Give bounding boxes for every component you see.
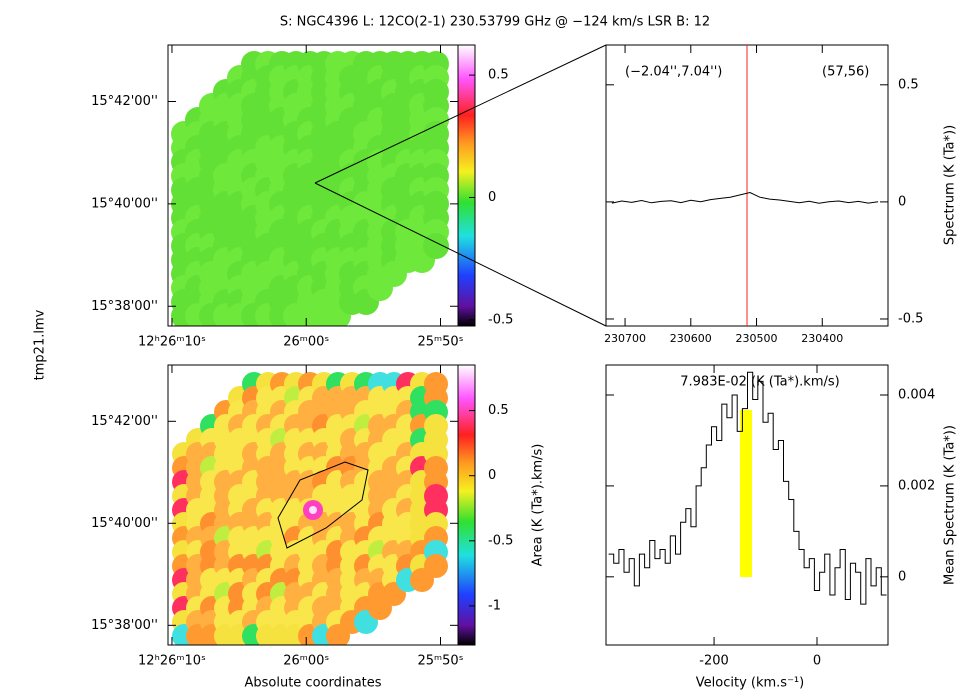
spectrum-line [608,371,887,605]
x-tick-label: 230400 [801,332,843,345]
x-tick-label: 230700 [604,332,646,345]
x-tick-label: 0 [813,654,821,669]
x-axis-label: Absolute coordinates [244,676,381,691]
colorbar [457,44,476,327]
colorbar-tick-label: 0 [488,190,496,205]
y-axis-label: Spectrum (K (Ta*)) [943,125,958,245]
y-tick-label: 0 [898,194,906,209]
x-tick-label: 230600 [670,332,712,345]
map-pixel [424,554,448,578]
channel-highlight [740,410,752,577]
colorbar-tick-label: 0.5 [488,403,509,418]
y-tick-label: 0.004 [898,388,935,403]
x-tick-label: 26ᵐ00ˢ [283,654,329,669]
position-label: (−2.04'',7.04'') [625,65,722,80]
frame [605,364,889,646]
x-tick-label: 25ᵐ50ˢ [417,654,463,669]
y-tick-label: 15°40'00'' [91,516,158,531]
side-label: tmp21.lmv [33,309,48,380]
x-tick-label: 26ᵐ00ˢ [283,335,329,350]
connector [314,182,607,327]
map-image [172,372,448,645]
y-tick-label: -0.5 [898,311,923,326]
colorbar [457,364,476,646]
colorbar-tick-label: 0 [488,468,496,483]
y-tick-label: 0 [898,569,906,584]
y-tick-label: 15°42'00'' [91,94,158,109]
y-tick-label: 0.5 [898,77,919,92]
pixel-label: (57,56) [822,65,869,80]
colorbar-tick-label: -0.5 [488,312,513,327]
x-tick-label: -200 [699,654,729,669]
header: S: NGC4396 L: 12CO(2-1) 230.53799 GHz @ … [280,15,710,30]
map-image [171,51,449,326]
y-tick-label: 15°40'00'' [91,196,158,211]
connector [314,44,607,184]
colorbar-tick-label: 0.5 [488,68,509,83]
x-axis-label: Velocity (km.s⁻¹) [696,676,804,691]
colorbar-label: Area (K (Ta*).km/s) [531,444,546,567]
x-tick-label: 12ʰ26ᵐ10ˢ [138,654,206,669]
spectrum-line [611,191,879,204]
integrated-label: 7.983E-02 (K (Ta*).km/s) [680,375,839,390]
map-pixel [309,506,317,514]
y-tick-label: 15°42'00'' [91,414,158,429]
map-pixel [423,233,449,259]
x-tick-label: 25ᵐ50ˢ [417,335,463,350]
region-polygon [277,461,369,549]
y-tick-label: 0.002 [898,478,935,493]
x-tick-label: 12ʰ26ᵐ10ˢ [138,335,206,350]
y-axis-label: Mean Spectrum (K (Ta*)) [943,425,958,585]
colorbar-tick-label: -1 [488,598,501,613]
x-tick-label: 230500 [736,332,778,345]
colorbar-tick-label: -0.5 [488,533,513,548]
y-tick-label: 15°38'00'' [91,299,158,314]
y-tick-label: 15°38'00'' [91,618,158,633]
